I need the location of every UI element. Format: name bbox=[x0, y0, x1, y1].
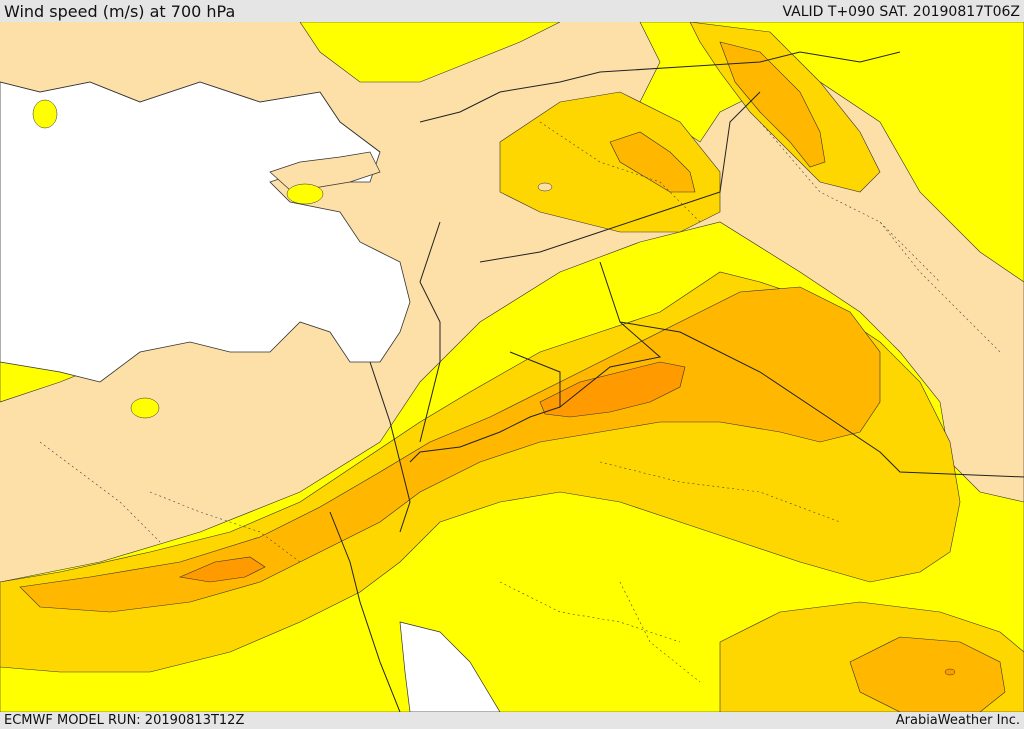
wind-band-orange-southeast bbox=[849, 636, 1006, 712]
country-borders bbox=[329, 51, 1024, 712]
wind-band-max-west bbox=[178, 556, 266, 583]
model-run-label: ECMWF MODEL RUN: 20190813T12Z bbox=[4, 713, 245, 728]
title-bar: Wind speed (m/s) at 700 hPa VALID T+090 … bbox=[0, 0, 1024, 22]
coastline-north bbox=[0, 81, 381, 153]
map-svg bbox=[0, 22, 1024, 712]
footer-bar: ECMWF MODEL RUN: 20190813T12Z ArabiaWeat… bbox=[0, 712, 1024, 729]
orange-dot bbox=[944, 668, 956, 676]
yellow-patch bbox=[130, 397, 160, 419]
cyprus-yellow-patch bbox=[286, 183, 324, 205]
island-patch bbox=[32, 99, 58, 129]
province-borders bbox=[39, 121, 1001, 683]
valid-time: VALID T+090 SAT. 20190817T06Z bbox=[782, 4, 1020, 20]
credit-label: ArabiaWeather Inc. bbox=[895, 713, 1020, 728]
wind-band-max bbox=[539, 361, 686, 418]
wind-band-orange-northeast bbox=[719, 41, 826, 168]
map-title: Wind speed (m/s) at 700 hPa bbox=[4, 2, 236, 21]
wind-band-orange-north bbox=[609, 131, 696, 193]
wind-band-yellow-north bbox=[299, 22, 561, 83]
beige-patch bbox=[537, 182, 553, 192]
wind-speed-map bbox=[0, 22, 1024, 712]
red-sea bbox=[399, 621, 501, 712]
